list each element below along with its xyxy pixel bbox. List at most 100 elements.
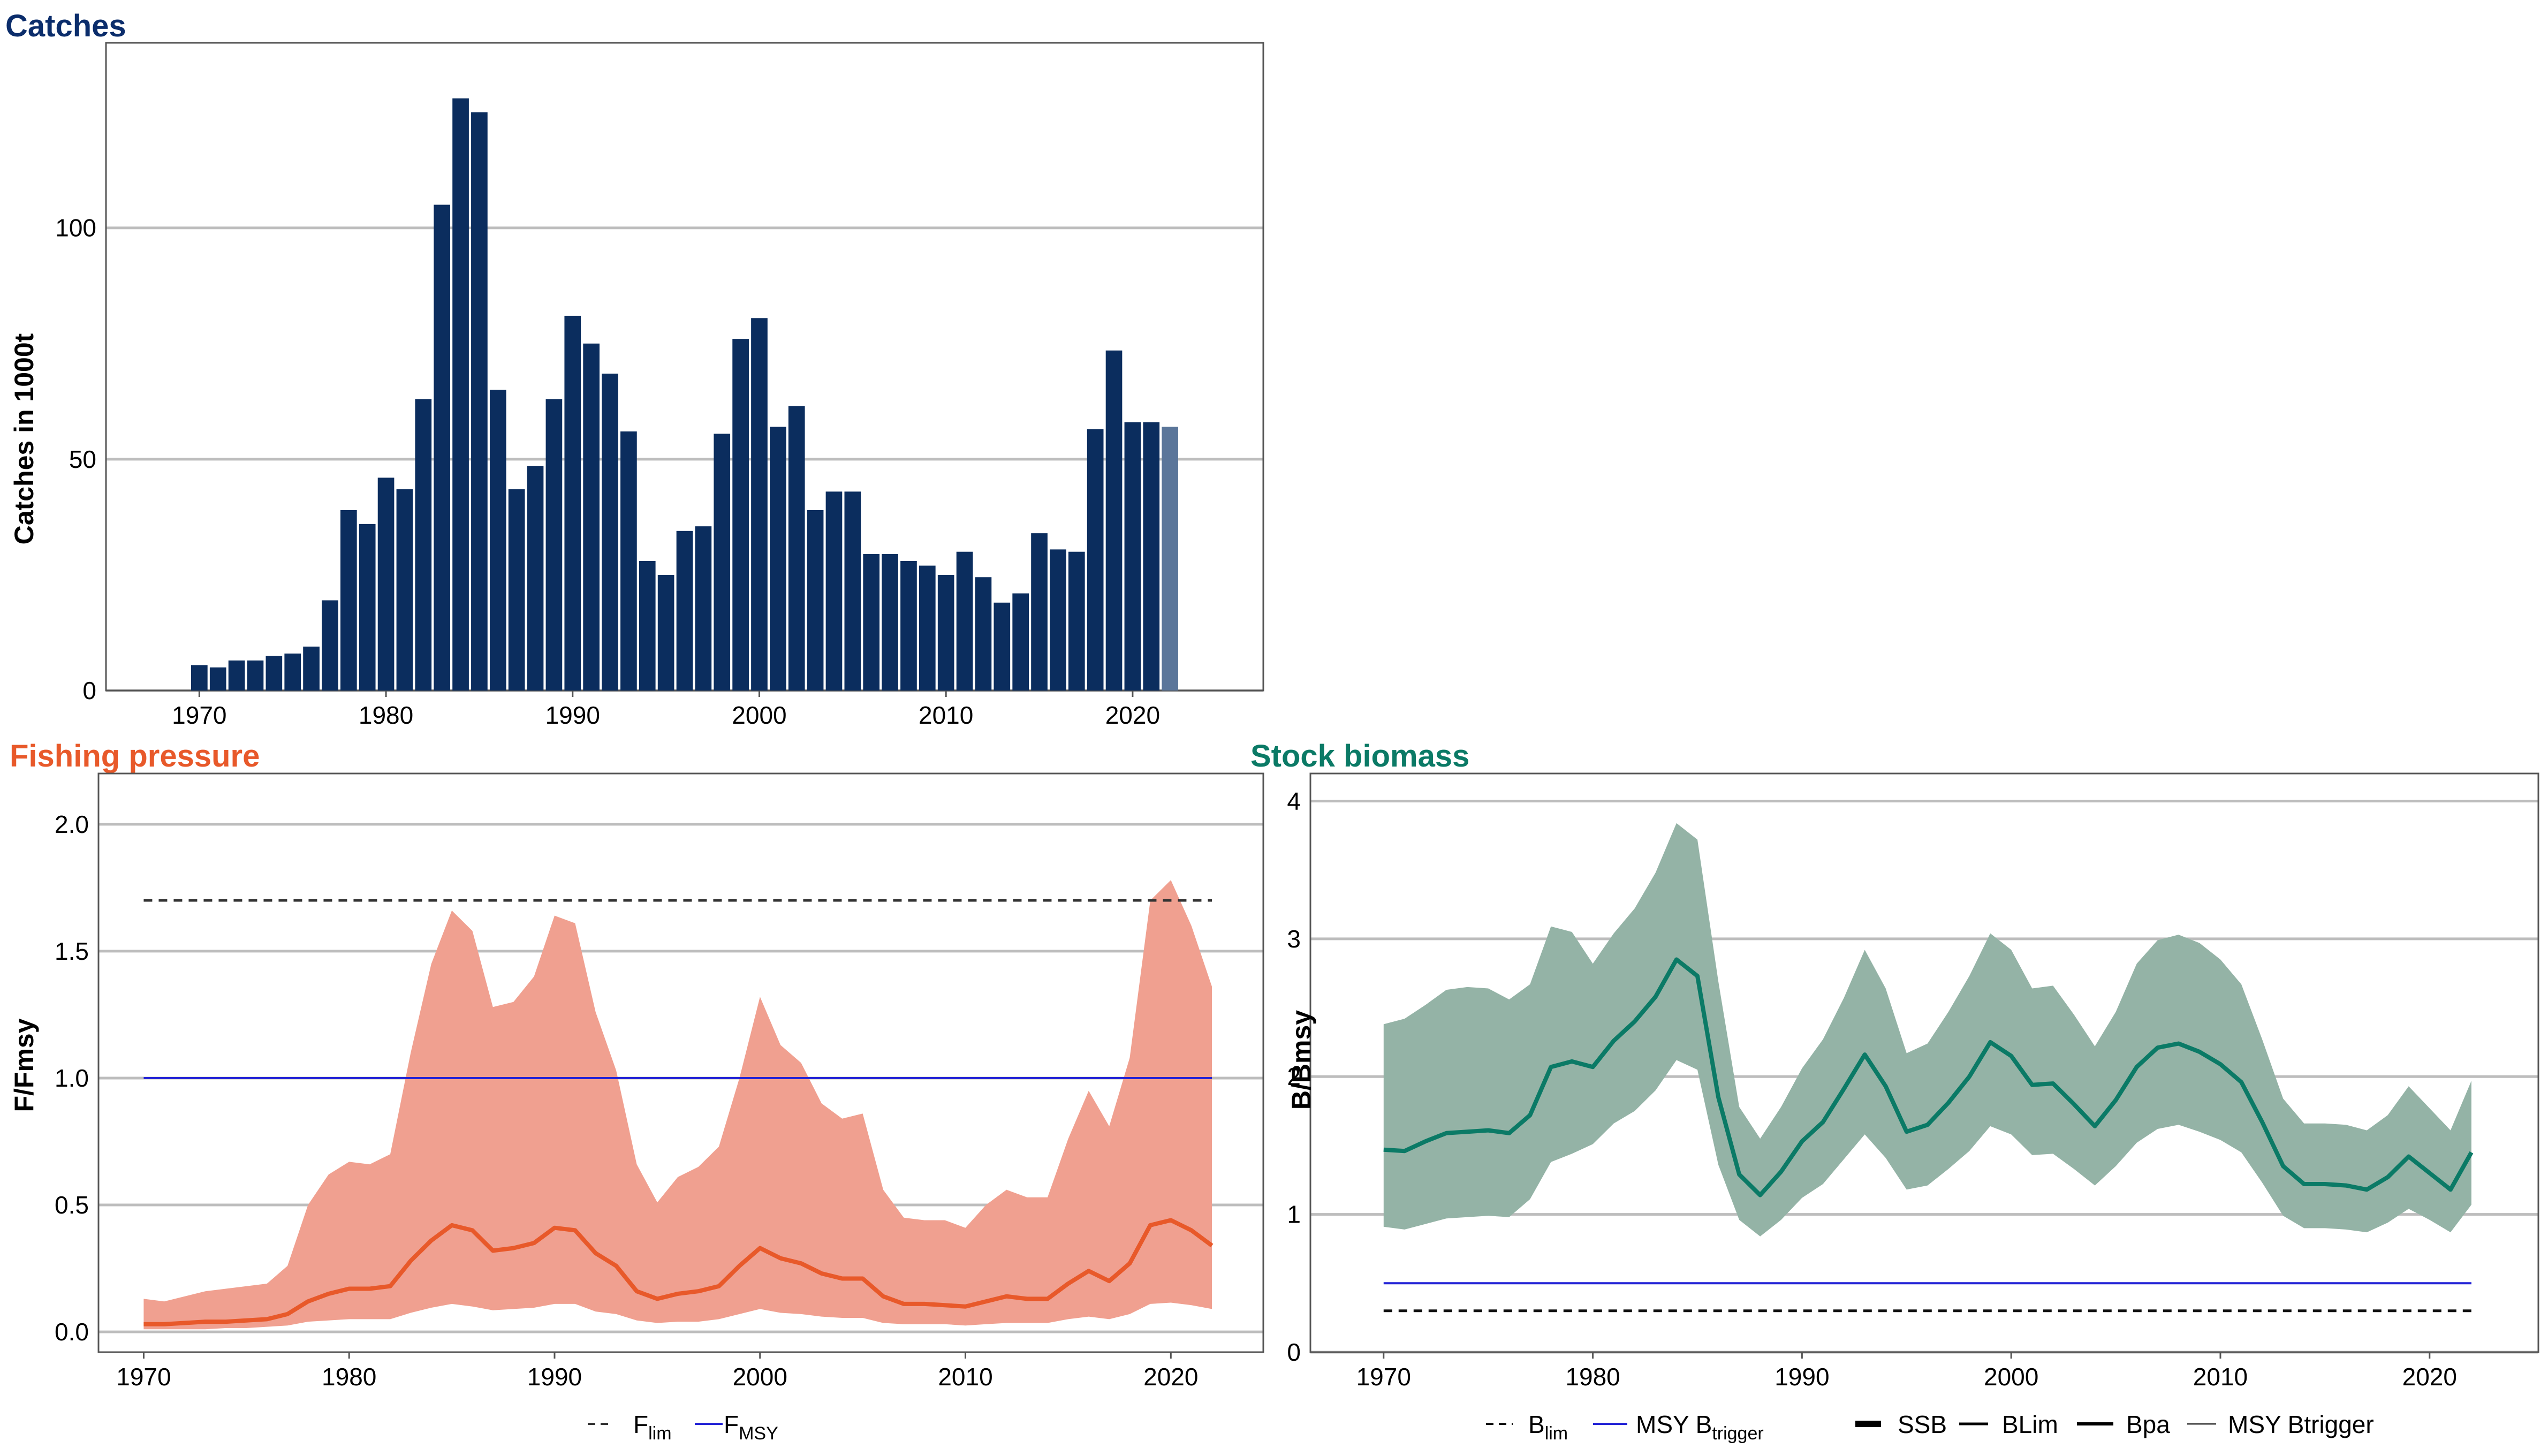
biomass-panel: Stock biomass 0 1 2 3 4 1970 1980 1990 2000 2010 2… bbox=[1250, 739, 2539, 1444]
biomass-x-tick-label: 2000 bbox=[1984, 1363, 2038, 1391]
catch-bar bbox=[919, 565, 936, 691]
catches-x-tick-label: 1990 bbox=[545, 701, 600, 729]
catch-bar bbox=[751, 318, 768, 691]
catches-x-tick-label: 2010 bbox=[919, 701, 973, 729]
catches-x-tick-label: 1970 bbox=[172, 701, 226, 729]
catch-bar bbox=[657, 574, 674, 691]
fishing-legend: Flim FMSY bbox=[588, 1410, 778, 1444]
fishing-x-tick-label: 1980 bbox=[322, 1363, 376, 1391]
fishing-y-tick-label: 0.5 bbox=[55, 1191, 89, 1219]
catch-bar bbox=[807, 510, 824, 691]
catch-bar bbox=[620, 431, 637, 691]
catches-x-tick-label: 2000 bbox=[732, 701, 786, 729]
catch-bar bbox=[359, 524, 376, 691]
catch-bar bbox=[882, 554, 898, 691]
biomass-x-tick-label: 2020 bbox=[2402, 1363, 2457, 1391]
catch-bar bbox=[1087, 429, 1104, 691]
biomass-x-tick-label: 2010 bbox=[2193, 1363, 2248, 1391]
fishing-frame bbox=[97, 772, 1264, 1353]
legend-flim-label: Flim bbox=[633, 1410, 672, 1444]
biomass-y-tick-label: 1 bbox=[1287, 1201, 1301, 1228]
catch-bar bbox=[508, 489, 525, 691]
catch-bar bbox=[564, 315, 581, 691]
catch-bar bbox=[452, 98, 469, 691]
biomass-x-tick-label: 1980 bbox=[1565, 1363, 1620, 1391]
catch-bar bbox=[583, 343, 600, 691]
catch-bar bbox=[471, 112, 488, 691]
legend-ssb-label: SSB bbox=[1898, 1410, 1947, 1438]
catch-bar bbox=[770, 427, 786, 691]
catches-x-tick-label: 1980 bbox=[359, 701, 413, 729]
legend-msy-btrigger-label: MSY Btrigger bbox=[1636, 1410, 1764, 1444]
fishing-series-line bbox=[143, 1218, 1214, 1326]
catch-bar bbox=[1143, 422, 1160, 691]
fishing-y-tick-label: 2.0 bbox=[55, 810, 89, 838]
catch-bar bbox=[1162, 427, 1178, 691]
catches-panel: Catches 0 50 100 1970 1980 1990 2000 2010 2020 C… bbox=[5, 9, 1264, 729]
catch-bar bbox=[247, 660, 264, 691]
catch-bar bbox=[209, 667, 226, 691]
catches-plot-area: 0 50 100 1970 1980 1990 2000 2010 2020 bbox=[55, 42, 1264, 729]
biomass-x-tick-label: 1990 bbox=[1774, 1363, 1829, 1391]
catch-bar bbox=[937, 574, 954, 691]
catch-bar bbox=[228, 660, 245, 691]
catch-bar bbox=[844, 491, 861, 691]
catch-bar bbox=[191, 665, 208, 691]
biomass-y-tick-label: 2 bbox=[1287, 1063, 1301, 1090]
catch-bar bbox=[527, 466, 544, 691]
biomass-frame bbox=[1309, 772, 2539, 1353]
catch-bar bbox=[1031, 533, 1048, 691]
fishing-y-tick-label: 0.0 bbox=[55, 1318, 89, 1346]
fishing-x-tick-label: 1990 bbox=[527, 1363, 582, 1391]
catch-bar bbox=[956, 551, 973, 691]
biomass-y-tick-label: 3 bbox=[1287, 925, 1301, 953]
biomass-y-tick-label: 4 bbox=[1287, 787, 1301, 815]
fishing-y-tick-label: 1.0 bbox=[55, 1064, 89, 1092]
biomass-plot-area: 0 1 2 3 4 1970 1980 1990 2000 2010 2020 bbox=[1287, 772, 2539, 1391]
catch-bar bbox=[788, 406, 805, 691]
catch-bar bbox=[1124, 422, 1141, 691]
legend-msy-btrigger2-label: MSY Btrigger bbox=[2228, 1410, 2374, 1438]
catch-bar bbox=[1050, 549, 1066, 691]
legend-blim2-label: BLim bbox=[2002, 1410, 2058, 1438]
fishing-y-tick-label: 1.5 bbox=[55, 937, 89, 965]
catch-bar bbox=[303, 646, 320, 691]
catch-bar bbox=[695, 526, 712, 691]
catch-bar bbox=[340, 510, 357, 691]
legend-bpa-label: Bpa bbox=[2126, 1410, 2170, 1438]
catch-bar bbox=[434, 204, 451, 691]
catch-bar bbox=[994, 602, 1011, 691]
biomass-x-tick-label: 1970 bbox=[1356, 1363, 1411, 1391]
catch-bar bbox=[1068, 551, 1085, 691]
catches-y-tick-label: 100 bbox=[55, 214, 96, 242]
fishing-y-axis-label: F/Fmsy bbox=[9, 1018, 39, 1112]
fishing-x-tick-label: 2020 bbox=[1143, 1363, 1198, 1391]
biomass-title: Stock biomass bbox=[1250, 739, 1469, 774]
catch-bar bbox=[377, 477, 395, 691]
catch-bar bbox=[714, 434, 731, 691]
catch-bar bbox=[676, 530, 693, 691]
catch-bar bbox=[732, 339, 749, 691]
catch-bar bbox=[602, 373, 618, 691]
biomass-series-line bbox=[1383, 957, 2474, 1197]
catch-bar bbox=[863, 554, 880, 691]
legend-blim-label: Blim bbox=[1528, 1410, 1568, 1444]
catches-title: Catches bbox=[5, 9, 126, 43]
biomass-y-tick-label: 0 bbox=[1287, 1338, 1301, 1366]
catch-bar bbox=[545, 399, 563, 691]
catches-y-tick-label: 0 bbox=[82, 677, 96, 704]
fishing-x-tick-label: 1970 bbox=[116, 1363, 171, 1391]
fishing-x-tick-label: 2000 bbox=[733, 1363, 787, 1391]
catch-bar bbox=[1105, 350, 1123, 691]
legend-fmsy-label: FMSY bbox=[724, 1410, 778, 1444]
fishing-confidence-band bbox=[143, 880, 1212, 1330]
fishing-panel: Fishing pressure 0.0 0.5 1.0 1.5 2.0 1970 1980… bbox=[9, 739, 1264, 1444]
catch-bar bbox=[1012, 593, 1029, 691]
catch-bar bbox=[396, 489, 413, 691]
catches-y-tick-label: 50 bbox=[69, 445, 96, 473]
fishing-plot-area: 0.0 0.5 1.0 1.5 2.0 1970 1980 1990 2000 2010 2020 bbox=[55, 772, 1264, 1391]
catch-bar bbox=[639, 561, 656, 691]
catch-bar bbox=[415, 399, 432, 691]
catch-bar bbox=[825, 491, 843, 691]
